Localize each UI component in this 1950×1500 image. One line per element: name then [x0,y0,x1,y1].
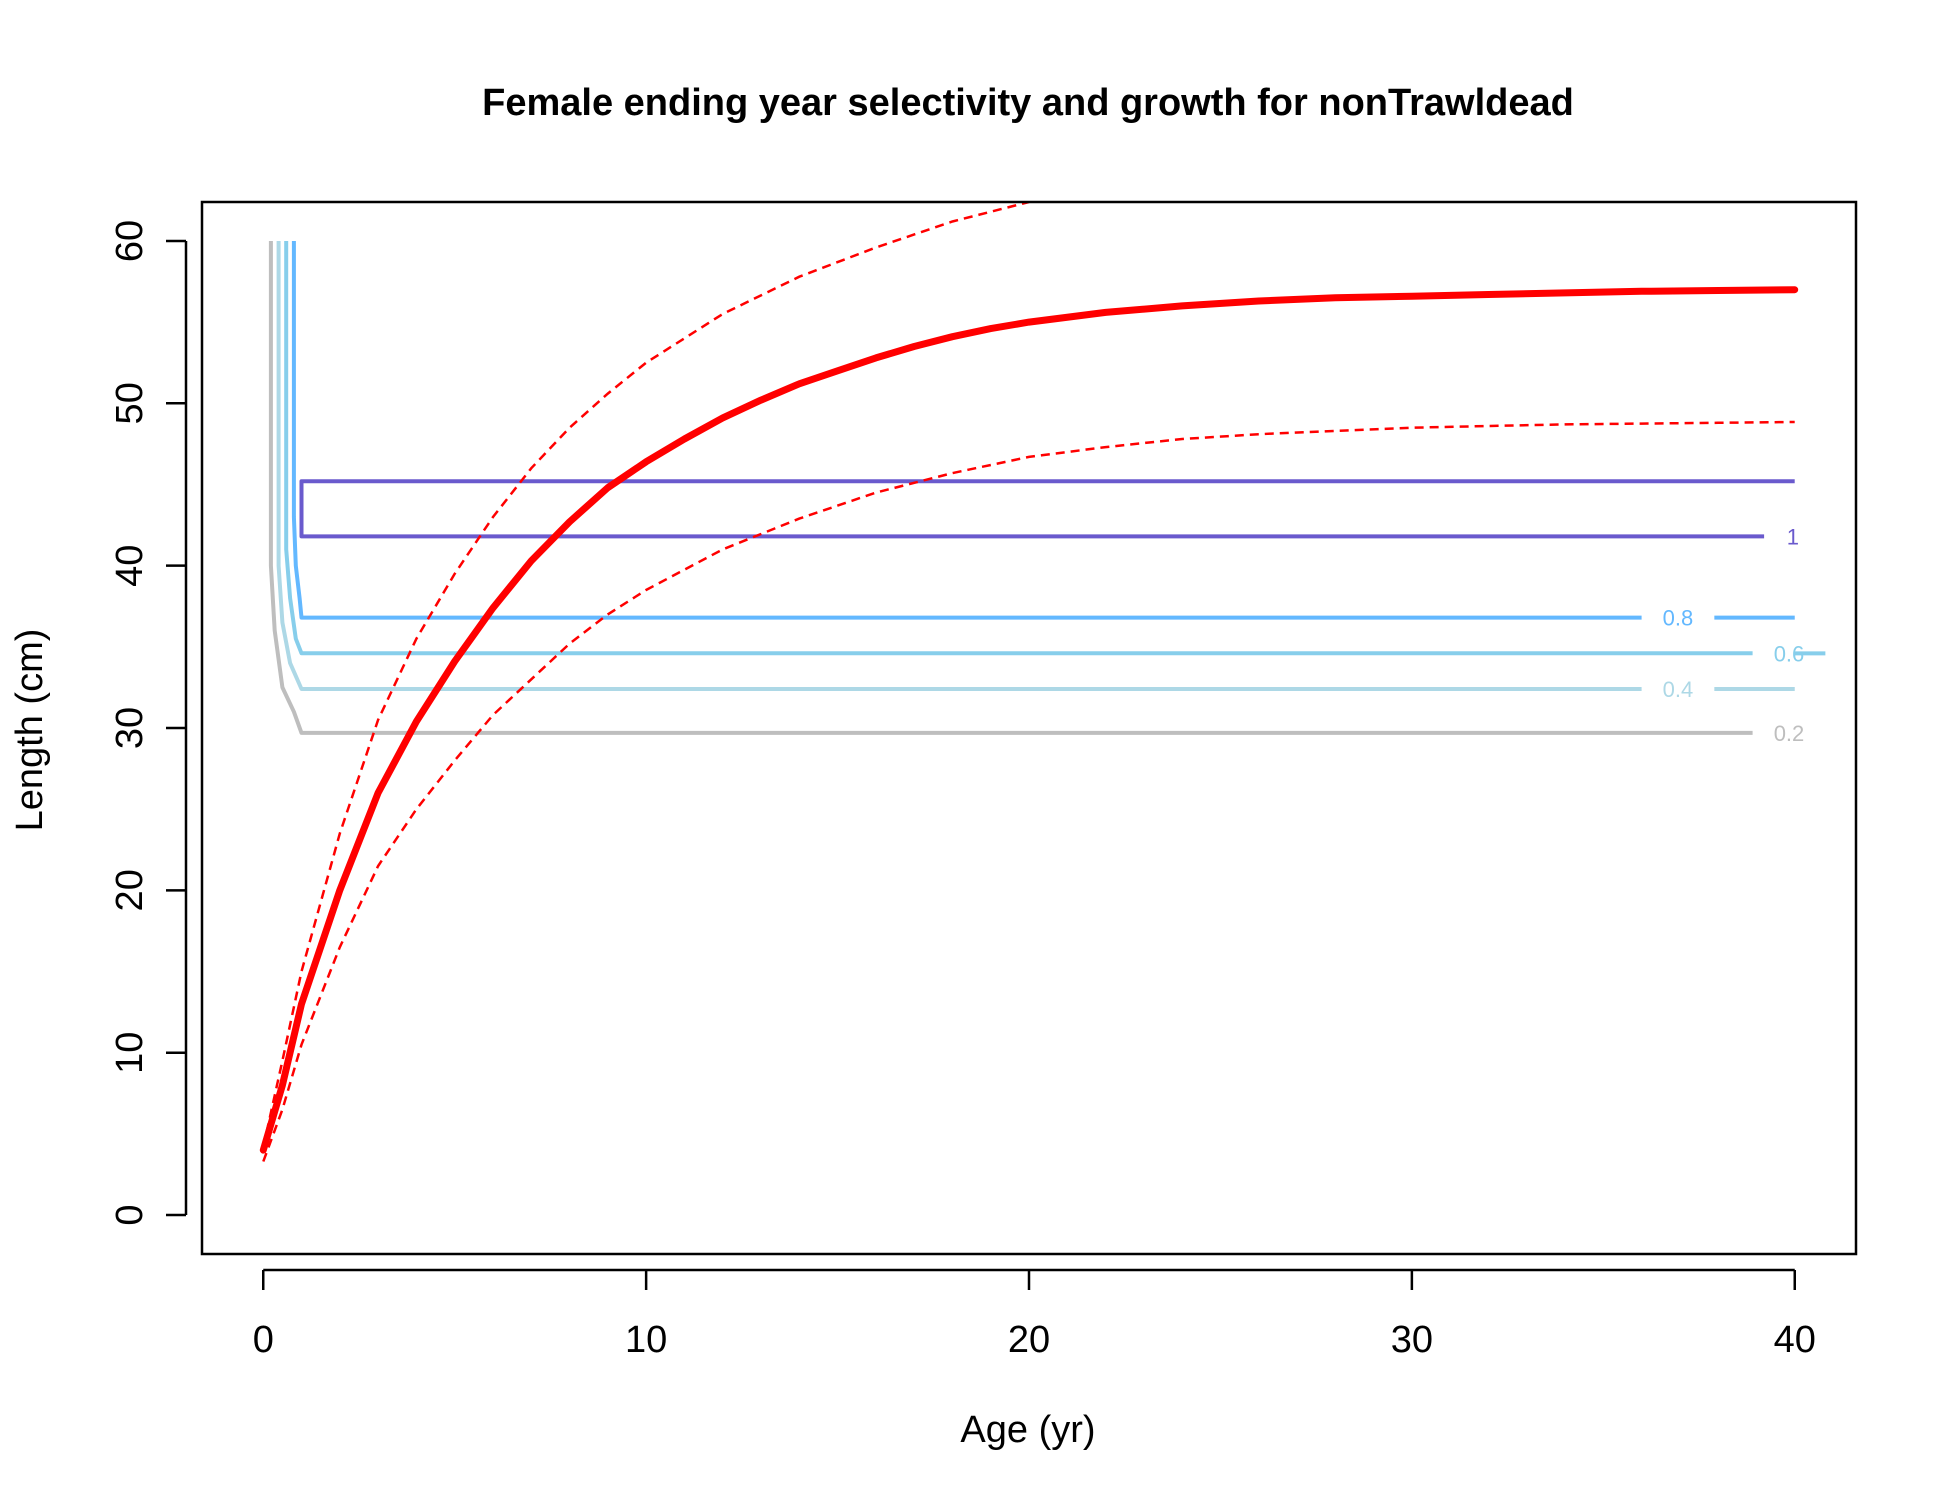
contour-line-1 [299,479,1795,539]
y-tick-label-60: 60 [109,220,151,262]
x-tick-label-40: 40 [1774,1319,1816,1361]
contour-line-0-6 [284,241,1753,656]
contour-label-0-6: 0.6 [1774,641,1805,666]
x-tick-label-30: 30 [1391,1319,1433,1361]
chart-title: Female ending year selectivity and growt… [482,82,1574,124]
plot-border [200,200,1858,1256]
y-axis-label: Length (cm) [9,629,51,832]
x-tick-label-10: 10 [625,1319,667,1361]
y-tick-label-40: 40 [109,545,151,587]
contour-line-0-8 [291,241,1642,620]
contour-label-0-8: 0.8 [1663,606,1694,631]
y-tick-label-10: 10 [109,1032,151,1074]
x-axis-label: Age (yr) [960,1409,1095,1451]
plot-series [259,202,1826,1162]
contour-label-0-2: 0.2 [1774,721,1805,746]
plot-area: 0.2 0.4 0.6 0.8 1 [259,202,1826,1162]
x-tick-label-0: 0 [253,1319,274,1361]
contour-label-1: 1 [1787,524,1799,549]
axes: 0 10 20 30 40 0 10 20 30 40 50 60 [109,220,1816,1361]
growth-upper-dashed [262,202,1030,1148]
y-tick-label-0: 0 [109,1204,151,1225]
y-tick-label-20: 20 [109,869,151,911]
contour-line-0-2 [268,241,1753,735]
x-tick-label-20: 20 [1008,1319,1050,1361]
y-tick-label-30: 30 [109,707,151,749]
contour-line-0-4 [276,241,1642,691]
y-tick-label-50: 50 [109,382,151,424]
growth-lower-dashed [262,420,1795,1162]
contour-label-0-4: 0.4 [1663,677,1694,702]
growth-mean-line [259,286,1799,1154]
